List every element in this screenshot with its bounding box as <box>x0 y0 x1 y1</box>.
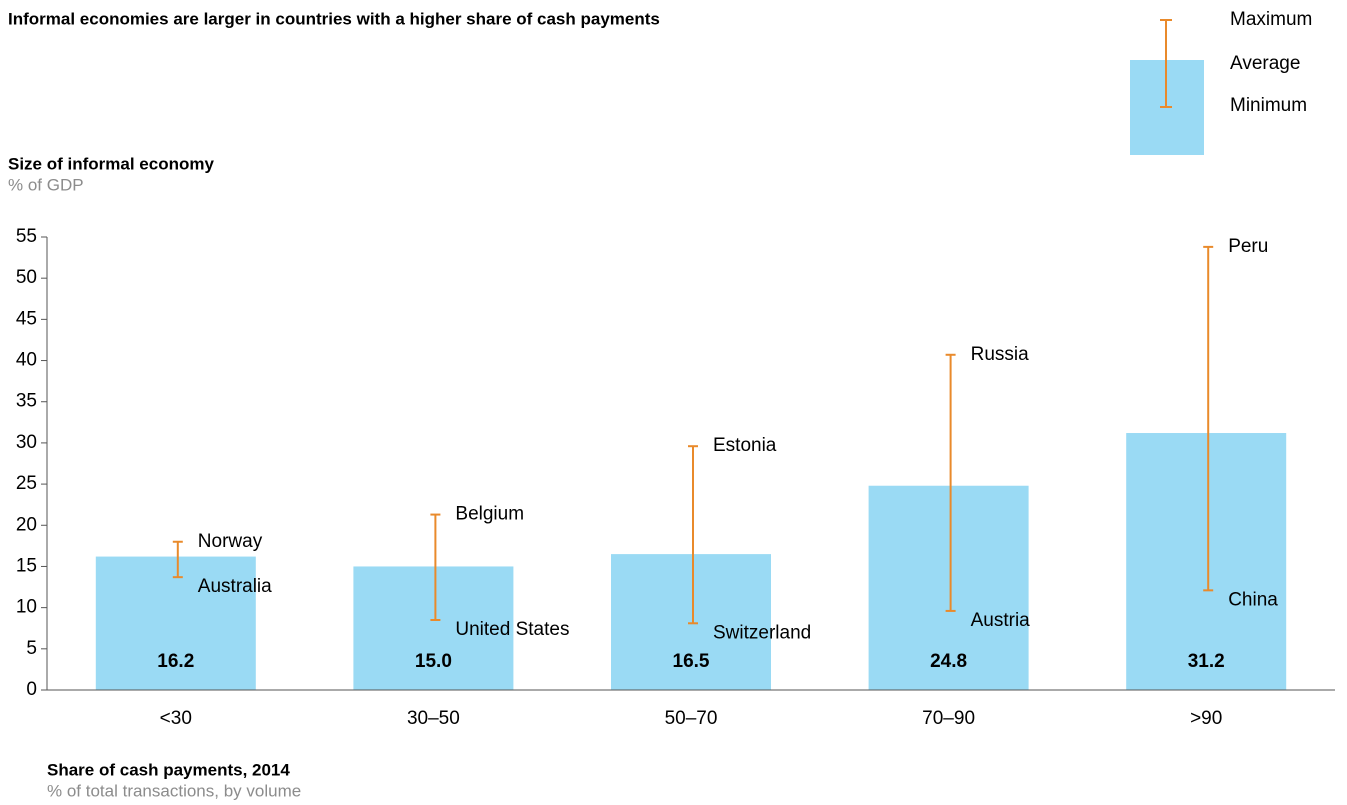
bar <box>868 485 1029 690</box>
y-tick-label: 50 <box>16 267 37 288</box>
value-label: 24.8 <box>930 651 967 672</box>
y-tick-label: 0 <box>26 679 37 700</box>
y-tick-label: 15 <box>16 555 37 576</box>
x-axis-subtitle: % of total transactions, by volume <box>47 781 301 800</box>
bar <box>1126 433 1287 690</box>
bar <box>353 566 514 690</box>
max-label: Belgium <box>455 504 524 525</box>
max-label: Estonia <box>713 435 777 456</box>
value-label: 15.0 <box>415 651 452 672</box>
min-label: United States <box>455 619 569 640</box>
legend-label: Average <box>1230 53 1300 74</box>
y-tick-label: 35 <box>16 391 37 412</box>
x-tick-label: <30 <box>160 708 192 729</box>
value-label: 16.2 <box>157 651 194 672</box>
x-tick-label: 70–90 <box>922 708 975 729</box>
y-tick-label: 45 <box>16 308 37 329</box>
value-label: 31.2 <box>1188 651 1225 672</box>
x-axis-title: Share of cash payments, 2014 <box>47 760 290 779</box>
y-axis-subtitle: % of GDP <box>8 175 84 194</box>
min-label: Australia <box>198 576 272 597</box>
y-axis-title: Size of informal economy <box>8 154 214 173</box>
bar <box>95 556 256 690</box>
min-label: Switzerland <box>713 622 811 643</box>
x-tick-label: 30–50 <box>407 708 460 729</box>
value-label: 16.5 <box>673 651 710 672</box>
chart-title: Informal economies are larger in countri… <box>8 9 660 28</box>
y-tick-label: 20 <box>16 514 37 535</box>
legend-label: Maximum <box>1230 9 1312 30</box>
max-label: Peru <box>1228 236 1268 257</box>
legend-label: Minimum <box>1230 95 1307 116</box>
bar <box>611 554 771 690</box>
min-label: China <box>1228 589 1278 610</box>
y-tick-label: 30 <box>16 432 37 453</box>
y-tick-label: 40 <box>16 350 37 371</box>
max-label: Russia <box>971 344 1030 365</box>
y-tick-label: 25 <box>16 473 37 494</box>
y-tick-label: 5 <box>26 638 37 659</box>
max-label: Norway <box>198 531 263 552</box>
x-tick-label: >90 <box>1190 708 1222 729</box>
x-tick-label: 50–70 <box>665 708 718 729</box>
min-label: Austria <box>971 610 1031 631</box>
y-tick-label: 10 <box>16 597 37 618</box>
y-tick-label: 55 <box>16 226 37 247</box>
